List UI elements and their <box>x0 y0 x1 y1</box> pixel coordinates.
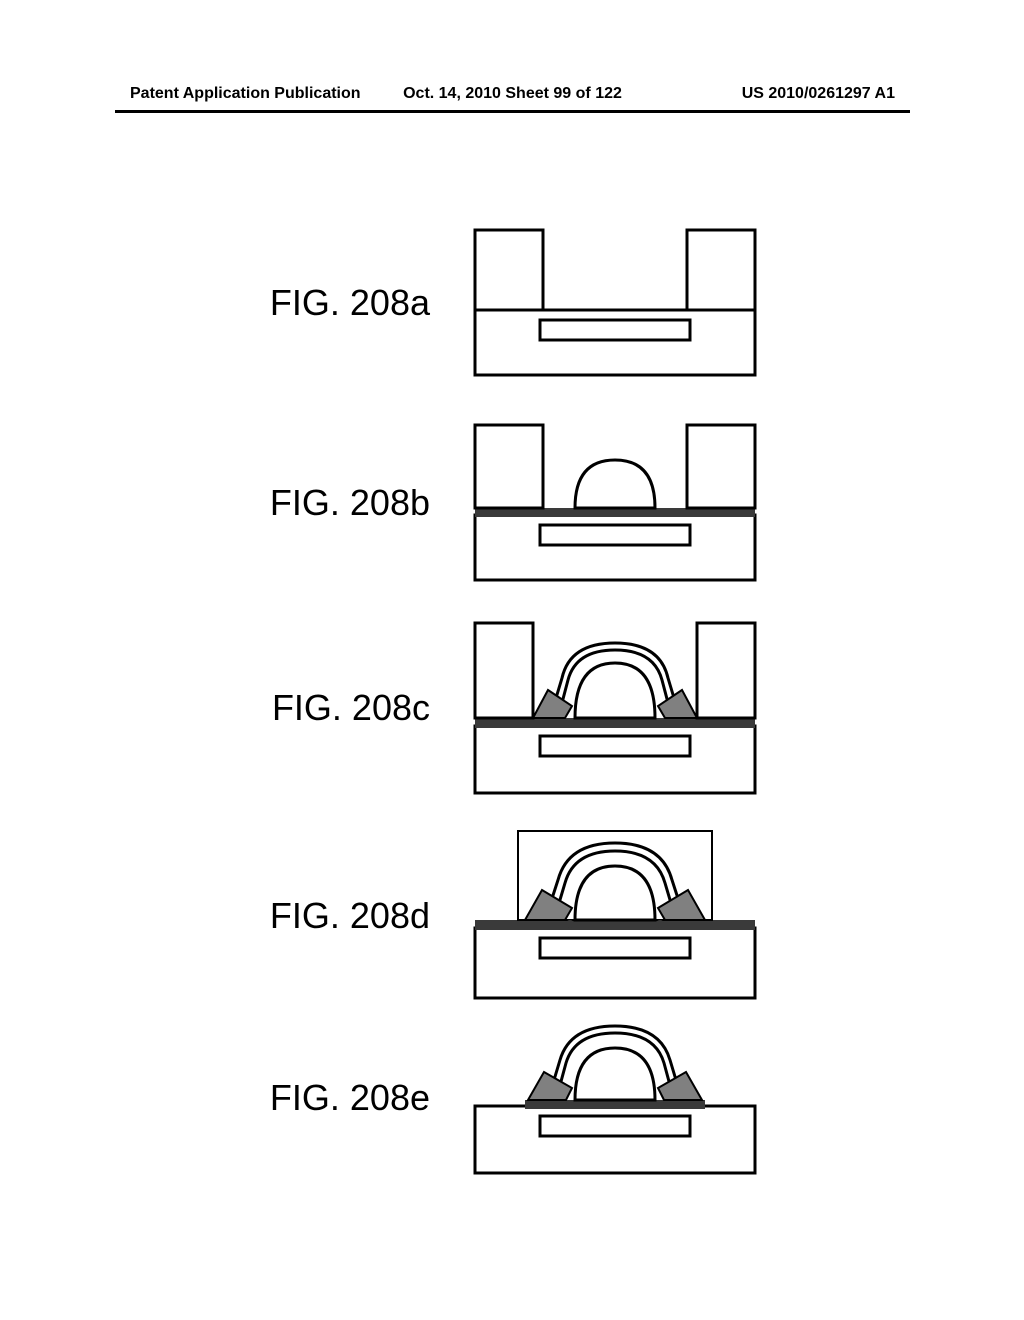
figure-row-208a: FIG. 208a <box>200 225 760 380</box>
header-left: Patent Application Publication <box>130 85 385 103</box>
header-center: Oct. 14, 2010 Sheet 99 of 122 <box>385 85 640 103</box>
header-right: US 2010/0261297 A1 <box>640 85 895 103</box>
diagram-208e <box>470 1018 760 1178</box>
figure-label-208e: FIG. 208e <box>200 1077 430 1119</box>
page-header: Patent Application Publication Oct. 14, … <box>130 85 895 103</box>
figure-label-208b: FIG. 208b <box>200 482 430 524</box>
diagram-208c <box>470 618 760 798</box>
diagram-208d <box>470 828 760 1003</box>
figure-row-208c: FIG. 208c <box>200 618 760 798</box>
diagram-208b <box>470 420 760 585</box>
figure-label-208c: FIG. 208c <box>200 687 430 729</box>
header-divider <box>115 110 910 113</box>
diagram-208a <box>470 225 760 380</box>
figure-row-208e: FIG. 208e <box>200 1018 760 1178</box>
figure-row-208b: FIG. 208b <box>200 420 760 585</box>
figure-label-208a: FIG. 208a <box>200 282 430 324</box>
figure-row-208d: FIG. 208d <box>200 828 760 1003</box>
figure-label-208d: FIG. 208d <box>200 895 430 937</box>
